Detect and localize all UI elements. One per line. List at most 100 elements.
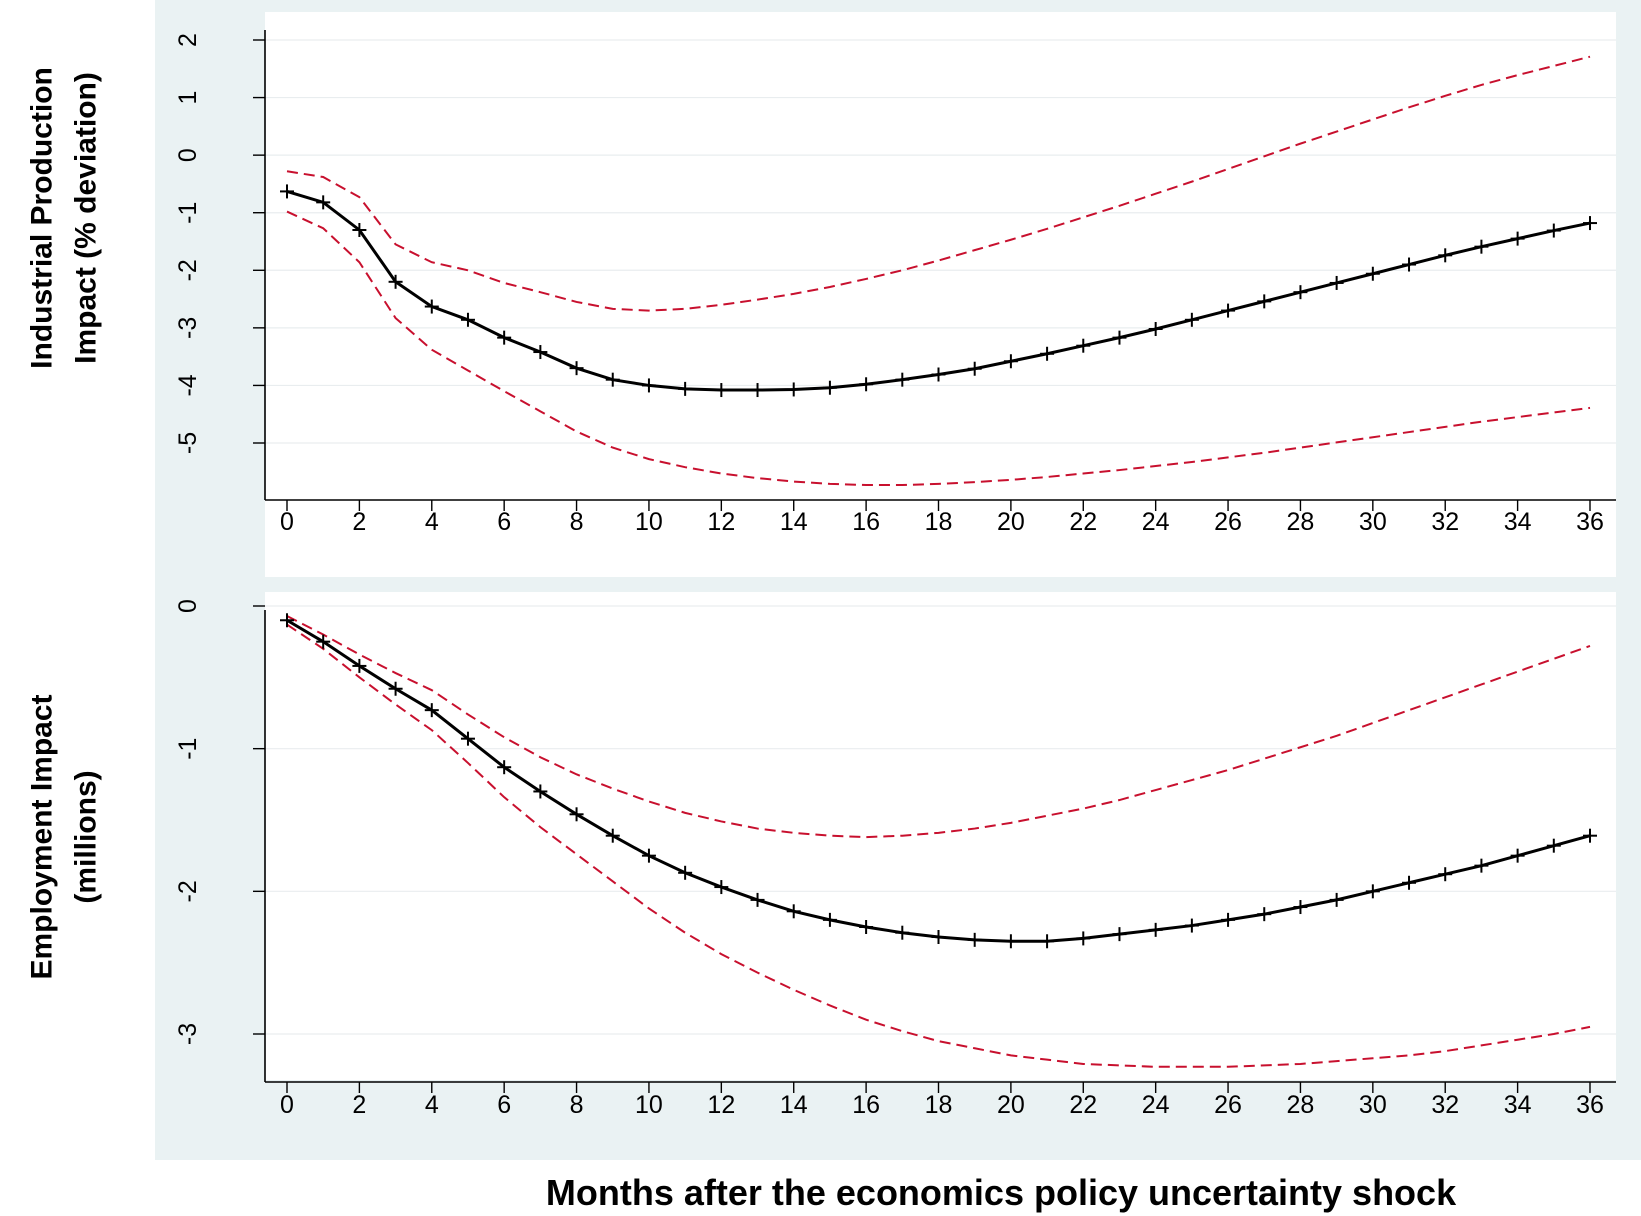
ip-estimate-point — [1184, 312, 1199, 327]
emp-estimate-point — [605, 828, 620, 843]
ip-estimate-point — [460, 312, 475, 327]
ip-y-tick-label: -2 — [174, 259, 202, 281]
ip-x-tick-label: 4 — [425, 508, 439, 536]
ip-estimate-point — [497, 330, 512, 345]
emp-lower-ci-line — [286, 623, 1591, 1068]
emp-x-tick-label: 22 — [1069, 1091, 1097, 1119]
ip-estimate-point — [1546, 223, 1561, 238]
ip-x-tick-label: 8 — [570, 508, 584, 536]
emp-estimate-point — [1438, 867, 1453, 882]
emp-estimate-point — [931, 929, 946, 944]
emp-x-tick-label: 14 — [780, 1091, 808, 1119]
emp-estimate-point — [895, 925, 910, 940]
emp-estimate-point — [750, 892, 765, 907]
emp-x-tick-label: 6 — [497, 1091, 511, 1119]
ip-estimate-point — [714, 383, 729, 398]
ip-estimate-point — [1148, 322, 1163, 337]
ip-lower-ci-line — [286, 210, 1591, 487]
ip-x-tick-label: 14 — [780, 508, 808, 536]
ip-x-tick-label: 34 — [1504, 508, 1532, 536]
ip-estimate-point — [1257, 294, 1272, 309]
ip-estimate-point — [1076, 338, 1091, 353]
ip-estimate-point — [895, 372, 910, 387]
ip-estimate-point — [388, 274, 403, 289]
bottom-plot-area — [265, 592, 1616, 1080]
emp-estimate-point — [678, 865, 693, 880]
ip-y-tick-label: -3 — [174, 317, 202, 339]
emp-estimate-point — [1184, 918, 1199, 933]
ip-estimate-point — [859, 377, 874, 392]
emp-upper-ci-line — [286, 615, 1591, 839]
emp-estimate-point — [1076, 931, 1091, 946]
emp-x-tick-label: 4 — [425, 1091, 439, 1119]
emp-y-axis-label-line-2: (millions) — [70, 770, 103, 903]
emp-estimate-point — [1546, 838, 1561, 853]
emp-y-tick-label: -1 — [174, 738, 202, 760]
emp-x-tick-label: 8 — [570, 1091, 584, 1119]
ip-y-tick-label: -4 — [174, 374, 202, 396]
ip-x-tick-label: 18 — [925, 508, 953, 536]
ip-estimate-point — [1365, 266, 1380, 281]
ip-estimate-point — [678, 381, 693, 396]
ip-x-tick-label: 20 — [997, 508, 1025, 536]
emp-estimate-point — [967, 932, 982, 947]
ip-estimate-point — [967, 361, 982, 376]
ip-estimate-point — [1583, 216, 1597, 231]
emp-x-tick-label: 18 — [925, 1091, 953, 1119]
ip-x-tick-label: 2 — [352, 508, 366, 536]
ip-estimate-point — [750, 383, 765, 398]
ip-estimate-point — [1438, 248, 1453, 263]
ip-estimate-point — [1510, 231, 1525, 246]
ip-y-tick-label: -1 — [174, 202, 202, 224]
ip-x-tick-label: 12 — [707, 508, 735, 536]
emp-y-tick-label: -3 — [174, 1023, 202, 1045]
emp-estimate-point — [316, 634, 331, 649]
emp-estimate-point — [424, 703, 439, 718]
employment-chart: -3-2-100 2 4 6 8 10 12 14 16 18 20 22 24 26 28 30 32 34 36… — [26, 599, 1616, 1119]
ip-estimate-point — [1112, 330, 1127, 345]
ip-x-tick-label: 30 — [1359, 508, 1387, 536]
ip-x-tick-label: 0 — [280, 508, 294, 536]
emp-estimate-point — [822, 912, 837, 927]
emp-estimate-point — [388, 681, 403, 696]
emp-x-tick-label: 26 — [1214, 1091, 1242, 1119]
emp-estimate-point — [714, 880, 729, 895]
ip-y-axis-label-line-1: Industrial Production — [26, 67, 59, 369]
top-plot-area — [265, 12, 1616, 577]
ip-y-tick-label: 0 — [174, 148, 202, 162]
emp-estimate-point — [1293, 900, 1308, 915]
ip-y-tick-label: 2 — [174, 33, 202, 47]
ip-estimate-point — [424, 299, 439, 314]
emp-y-axis-label-line-1: Employment Impact — [26, 694, 59, 979]
emp-estimate-point — [1329, 892, 1344, 907]
ip-estimate-point — [931, 367, 946, 382]
emp-estimate-point — [859, 920, 874, 934]
ip-estimate-point — [822, 380, 837, 395]
emp-x-tick-label: 34 — [1504, 1091, 1532, 1119]
emp-y-tick-label: -2 — [174, 880, 202, 902]
emp-x-tick-label: 36 — [1576, 1091, 1604, 1119]
emp-x-tick-label: 12 — [707, 1091, 735, 1119]
emp-estimate-point — [1365, 884, 1380, 899]
ip-y-tick-label: 1 — [174, 91, 202, 105]
ip-x-tick-label: 32 — [1431, 508, 1459, 536]
ip-estimate-point — [352, 222, 367, 237]
emp-x-tick-label: 20 — [997, 1091, 1025, 1119]
ip-x-tick-label: 26 — [1214, 508, 1242, 536]
ip-estimate-point — [1003, 354, 1018, 369]
ip-estimate-point — [316, 195, 331, 210]
emp-estimate-point — [1510, 848, 1525, 863]
emp-x-tick-label: 24 — [1142, 1091, 1170, 1119]
ip-estimate-point — [605, 372, 620, 387]
emp-y-tick-label: 0 — [174, 599, 202, 613]
emp-estimate-point — [533, 784, 548, 799]
ip-y-axis-label-line-2: Impact (% deviation) — [70, 72, 103, 364]
common-x-axis-label: Months after the economics policy uncert… — [546, 1172, 1457, 1213]
ip-estimate-point — [1221, 303, 1236, 318]
ip-estimate-point — [1329, 275, 1344, 290]
emp-estimate-point — [1040, 934, 1055, 949]
emp-x-tick-label: 16 — [852, 1091, 880, 1119]
ip-estimate-point — [569, 361, 584, 376]
emp-estimate-point — [786, 904, 801, 919]
